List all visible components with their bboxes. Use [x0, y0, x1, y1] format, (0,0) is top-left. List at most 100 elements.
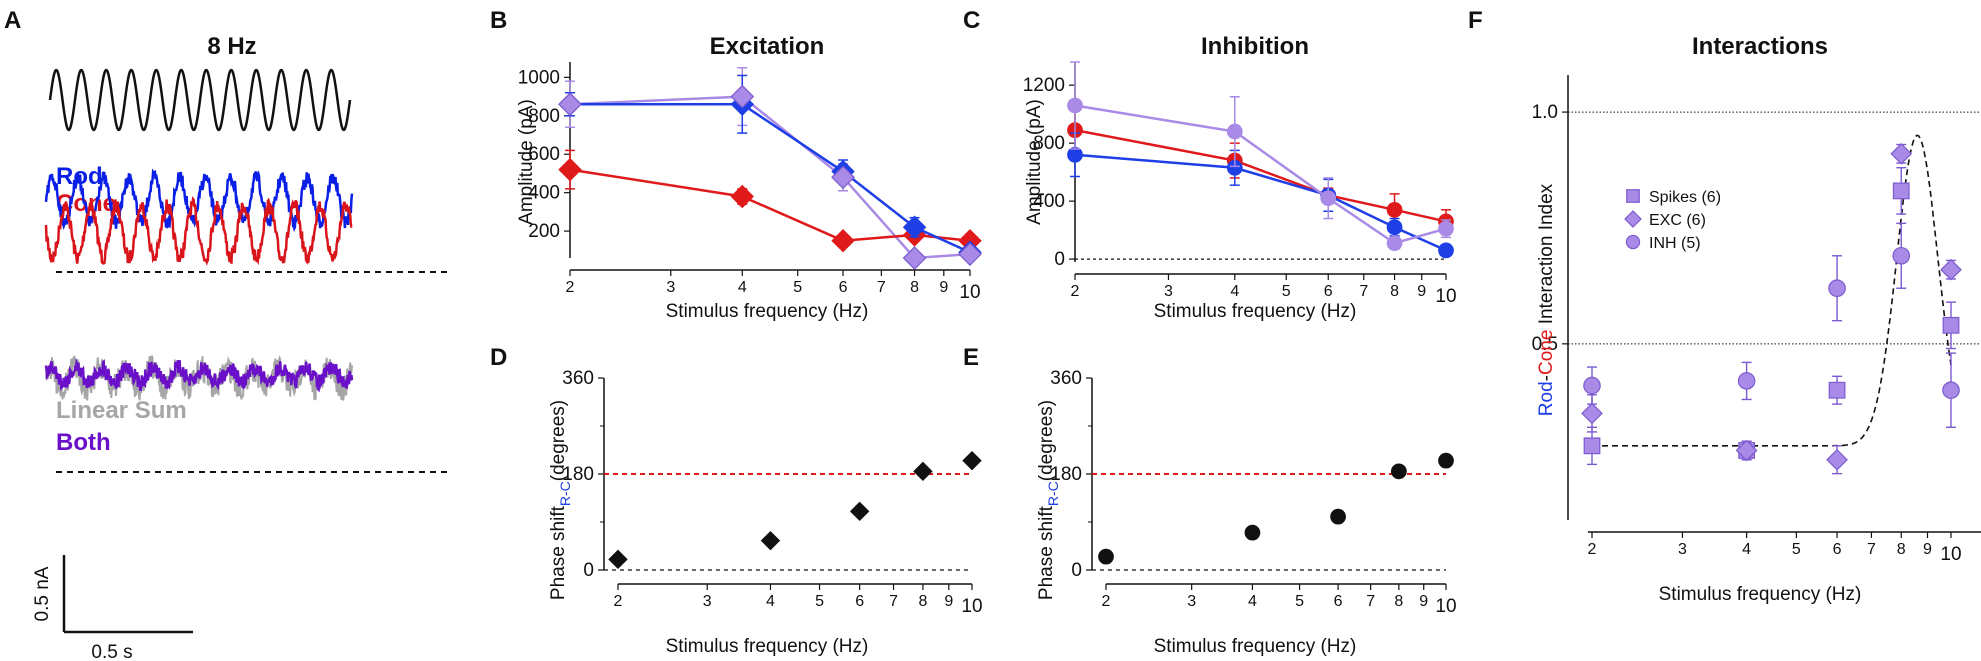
chart-b-ylabel: Amplitude (pA) [516, 99, 537, 225]
data-point-diamond [831, 165, 855, 190]
x-tick-label: 9 [1419, 593, 1428, 610]
x-tick-label: 3 [1678, 541, 1687, 558]
chart-b: 2 3 4 5 6 7 8 9 10 200 400 600 800 1000 [518, 62, 982, 303]
data-point-diamond [760, 530, 781, 551]
data-point-circle [1625, 234, 1641, 250]
data-point-circle [1330, 508, 1346, 525]
y-tick-label: 360 [562, 368, 594, 389]
data-point-circle [1583, 376, 1601, 395]
chart-d-xlabel: Stimulus frequency (Hz) [666, 636, 869, 657]
panel-label-b: B [490, 7, 507, 34]
data-point-diamond [1940, 258, 1962, 281]
chart-c: 2 3 4 5 6 7 8 9 10 0 400 800 1200 [1023, 61, 1457, 307]
x-tick-label: 4 [1742, 541, 1751, 558]
x-tick-label: 8 [910, 279, 919, 296]
scalebar-x-label: 0.5 s [91, 642, 132, 661]
data-point-diamond [1624, 210, 1642, 228]
panel-a-title: 8 Hz [207, 33, 256, 60]
data-point-square [1892, 182, 1910, 200]
x-tick-label: 8 [1394, 593, 1403, 610]
x-tick-label: 3 [1187, 593, 1196, 610]
x-tick-label: 5 [793, 279, 802, 296]
x-tick-label: 9 [944, 593, 953, 610]
x-tick-label: 8 [1897, 541, 1906, 558]
data-point-circle [1386, 201, 1403, 218]
x-tick-label: 3 [1164, 283, 1173, 300]
panel-d: D 2 3 4 5 6 7 8 9 10 0 180 360 Stimulus frequency (… [490, 344, 983, 657]
data-point-circle [1390, 463, 1407, 480]
x-tick-label: 9 [1923, 541, 1932, 558]
data-point-diamond [902, 215, 927, 239]
chart-f-ylabel: Rod-Cone Interaction Index [1536, 183, 1557, 416]
data-point-diamond [849, 501, 870, 522]
data-point-diamond [1826, 448, 1848, 471]
data-point-diamond [1890, 142, 1913, 165]
x-tick-label: 3 [703, 593, 712, 610]
stimulus-sine-wave [48, 68, 352, 132]
data-point-square [1626, 189, 1640, 203]
legend-linear-sum: Linear Sum [56, 397, 187, 424]
y-tick-label: 1.0 [1532, 102, 1558, 123]
data-point-circle [1828, 279, 1846, 298]
panel-f-title: Interactions [1692, 33, 1828, 60]
x-tick-label: 6 [839, 279, 848, 296]
data-point-diamond [831, 228, 855, 253]
y-tick-label: 600 [528, 144, 560, 165]
x-tick-label: 2 [1071, 283, 1080, 300]
legend-label: Spikes (6) [1649, 189, 1721, 206]
x-tick-label: 6 [1833, 541, 1842, 558]
x-tick-label: 7 [1366, 593, 1375, 610]
panel-label-e: E [963, 344, 979, 371]
y-tick-label: 180 [562, 464, 594, 485]
y-tick-label: 180 [1050, 464, 1082, 485]
panel-e: E 2 3 4 5 6 7 8 9 10 0 180 360 Stimulus frequency (… [963, 344, 1457, 657]
data-point-circle [1244, 524, 1261, 541]
data-point-circle [1226, 123, 1243, 140]
y-tick-label: 400 [1033, 191, 1065, 212]
panel-b: B Excitation 2 3 4 5 6 7 8 9 102004006008001000 … [490, 7, 982, 322]
chart-e-xlabel: Stimulus frequency (Hz) [1154, 636, 1357, 657]
data-point-circle [1438, 452, 1454, 469]
x-tick-label: 5 [1295, 593, 1304, 610]
data-point-circle [1386, 235, 1403, 252]
y-tick-label: 200 [528, 221, 560, 242]
y-tick-label: 400 [528, 183, 560, 204]
x-tick-label: 4 [738, 279, 747, 296]
panel-label-c: C [963, 7, 980, 34]
data-point-circle [1892, 246, 1911, 265]
legend-label: EXC (6) [1649, 212, 1706, 229]
x-tick-label: 4 [766, 593, 775, 610]
x-tick-label: 2 [566, 279, 575, 296]
x-tick-label: 10 [961, 596, 982, 617]
x-tick-label: 7 [877, 279, 886, 296]
data-point-diamond [608, 549, 628, 570]
panel-f: F Interactions 0.5 1.0 2 3 4 5 6 7 8 9 10 Spikes (6… [1468, 7, 1981, 605]
x-tick-label: 7 [1867, 541, 1876, 558]
y-tick-label: 0 [583, 560, 594, 581]
y-tick-label: 360 [1050, 368, 1082, 389]
data-point-diamond [730, 184, 754, 209]
x-tick-label: 10 [1940, 544, 1961, 565]
chart-e: 2 3 4 5 6 7 8 9 10 0 180 360 [1050, 368, 1456, 617]
panel-c: C Inhibition 2 3 4 5 6 7 8 9 10 0 400 800 1200 Stimu… [963, 7, 1457, 322]
data-point-square [1583, 437, 1601, 455]
data-point-square [1828, 381, 1846, 399]
x-tick-label: 10 [1435, 286, 1456, 307]
x-tick-label: 7 [1359, 283, 1368, 300]
y-tick-label: 1000 [518, 67, 560, 88]
x-tick-label: 2 [1588, 541, 1597, 558]
x-tick-label: 6 [1324, 283, 1333, 300]
x-tick-label: 9 [1417, 283, 1426, 300]
data-point-circle [1386, 219, 1403, 236]
x-tick-label: 9 [939, 279, 948, 296]
panel-a: A 8 Hz Rod Cone Linear Sum Both 0.5 nA 0… [4, 7, 448, 661]
data-point-diamond [962, 450, 982, 471]
panel-c-title: Inhibition [1201, 33, 1309, 60]
scalebar-y-label: 0.5 nA [32, 566, 53, 621]
y-tick-label: 1200 [1023, 75, 1065, 96]
rod-current-trace [44, 168, 354, 232]
data-point-diamond [1735, 439, 1758, 462]
x-tick-label: 4 [1248, 593, 1257, 610]
x-tick-label: 2 [1102, 593, 1111, 610]
